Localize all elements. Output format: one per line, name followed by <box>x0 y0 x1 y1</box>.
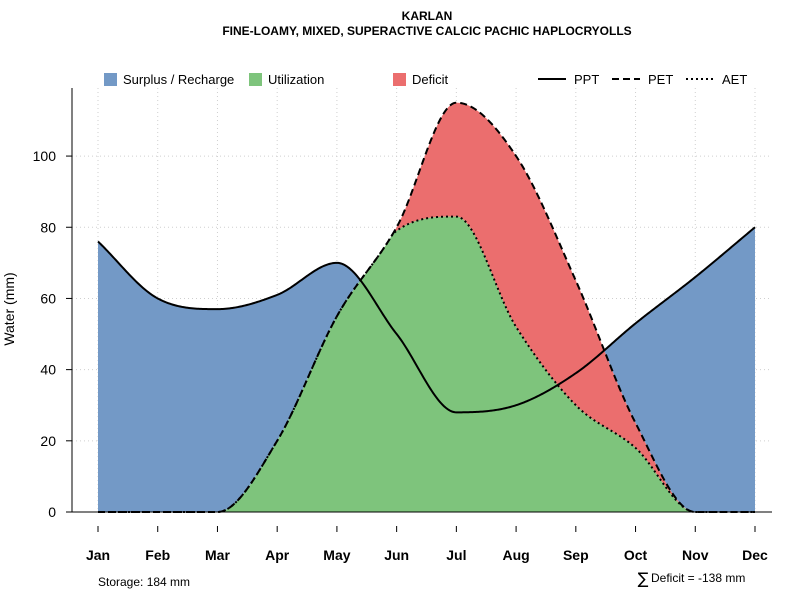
series-lines <box>97 101 756 513</box>
legend-label: Utilization <box>268 72 324 87</box>
area-fills <box>98 102 755 513</box>
y-tick-label: 80 <box>40 219 56 235</box>
x-tick-label: Oct <box>624 547 648 563</box>
x-tick-label: Jul <box>446 547 466 563</box>
sum-symbol: ∑ <box>638 569 649 588</box>
legend-label: Deficit <box>412 72 449 87</box>
y-tick-label: 60 <box>40 290 56 306</box>
legend-label: PET <box>648 72 673 87</box>
x-tick-label: May <box>323 547 350 563</box>
x-tick-label: Apr <box>265 547 290 563</box>
chart-title: KARLAN <box>402 9 453 23</box>
chart-subtitle: FINE-LOAMY, MIXED, SUPERACTIVE CALCIC PA… <box>222 24 631 38</box>
deficit-annotation: Deficit = -138 mm <box>651 571 745 585</box>
legend-label: Surplus / Recharge <box>123 72 234 87</box>
storage-annotation: Storage: 184 mm <box>98 575 190 589</box>
deficit-area <box>98 102 755 513</box>
utilization-area <box>98 216 755 512</box>
y-tick-label: 100 <box>33 148 57 164</box>
legend: Surplus / Recharge Utilization Deficit PPT P… <box>104 72 747 87</box>
x-tick-label: Sep <box>563 547 589 563</box>
axes <box>71 88 772 513</box>
y-tick-label: 0 <box>48 504 56 520</box>
legend-swatch <box>393 73 406 86</box>
legend-swatch <box>249 73 262 86</box>
x-tick-label: Nov <box>682 547 709 563</box>
x-tick-label: Jun <box>384 547 409 563</box>
x-tick-label: Aug <box>502 547 529 563</box>
x-tick-label: Mar <box>205 547 230 563</box>
aet-line <box>98 215 755 513</box>
axis-ticks: 0 20 40 60 80 100 Jan Feb Mar Apr May Jun Jul Aug Sep O… <box>33 148 768 563</box>
legend-swatch <box>104 73 117 86</box>
surplus-area <box>98 102 755 513</box>
pet-line <box>98 101 755 513</box>
y-tick-label: 40 <box>40 362 56 378</box>
y-tick-label: 20 <box>40 433 56 449</box>
x-tick-label: Feb <box>145 547 170 563</box>
legend-label: PPT <box>574 72 599 87</box>
ppt-line <box>97 226 756 414</box>
x-tick-label: Jan <box>86 547 110 563</box>
legend-label: AET <box>722 72 747 87</box>
y-axis-label: Water (mm) <box>1 272 17 345</box>
x-tick-label: Dec <box>742 547 768 563</box>
